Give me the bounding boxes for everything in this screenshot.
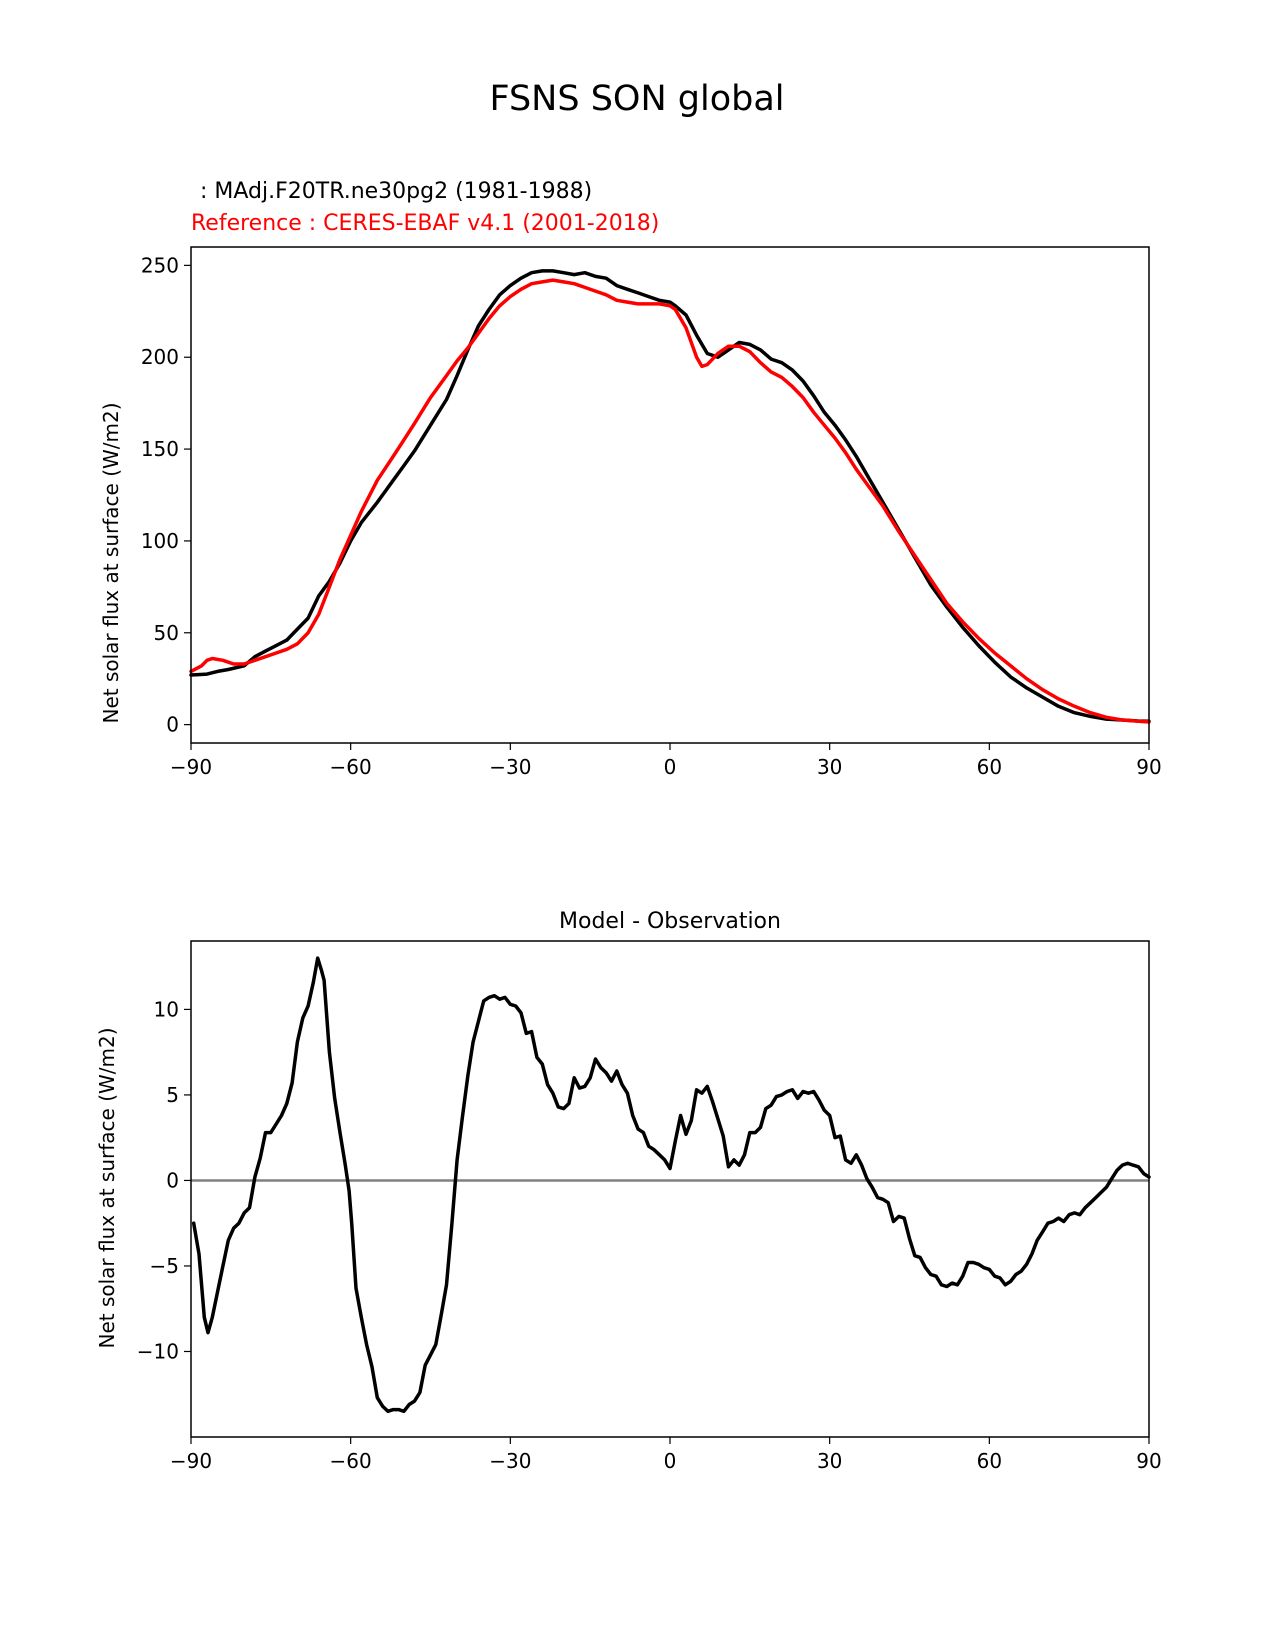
top-y-tick-label: 150 <box>141 437 179 461</box>
bottom-ticks-group: −90 −60 −30 0 30 60 90 −10 −5 0 5 10 <box>137 997 1162 1473</box>
bottom-y-tick-label: −10 <box>137 1339 179 1363</box>
top-y-axis-label: Net solar flux at surface (W/m2) <box>99 402 123 723</box>
top-series-line-0 <box>189 269 1151 724</box>
bottom-panel: Model - Observation Net solar flux at su… <box>95 909 1162 1473</box>
bottom-x-tick-label: −60 <box>330 1449 372 1473</box>
bottom-x-tick-label: −90 <box>170 1449 212 1473</box>
top-y-tick-label: 50 <box>154 621 179 645</box>
figure-title: FSNS SON global <box>489 79 784 119</box>
bottom-y-tick-label: 0 <box>166 1168 179 1192</box>
bottom-plot-frame <box>190 940 1150 1438</box>
top-x-tick-label: −90 <box>170 755 212 779</box>
reference-label: Reference : CERES-EBAF v4.1 (2001-2018) <box>191 211 659 236</box>
top-x-tick-label: −30 <box>489 755 531 779</box>
bottom-series-group <box>191 956 1151 1414</box>
top-ticks-group: −90 −60 −30 0 30 60 90 0 50 100 150 200 250 <box>141 253 1162 779</box>
bottom-x-tick-label: 30 <box>817 1449 842 1473</box>
top-x-tick-label: −60 <box>330 755 372 779</box>
top-x-tick-label: 30 <box>817 755 842 779</box>
bottom-x-tick-label: 90 <box>1136 1449 1161 1473</box>
bottom-x-tick-label: 0 <box>664 1449 677 1473</box>
bottom-series-line-0 <box>191 956 1151 1414</box>
top-x-tick-label: 90 <box>1136 755 1161 779</box>
top-series-group <box>189 269 1151 724</box>
top-x-tick-label: 60 <box>977 755 1002 779</box>
top-y-tick-label: 100 <box>141 529 179 553</box>
bottom-y-tick-label: −5 <box>150 1254 179 1278</box>
top-panel: : MAdj.F20TR.ne30pg2 (1981-1988) Referen… <box>99 179 1162 779</box>
bottom-y-axis-label: Net solar flux at surface (W/m2) <box>95 1027 119 1348</box>
bottom-x-tick-label: −30 <box>489 1449 531 1473</box>
bottom-y-tick-label: 10 <box>154 997 179 1021</box>
bottom-x-tick-label: 60 <box>977 1449 1002 1473</box>
top-y-tick-label: 0 <box>166 713 179 737</box>
test-label: : MAdj.F20TR.ne30pg2 (1981-1988) <box>193 179 592 204</box>
top-plot-frame <box>190 246 1150 744</box>
top-x-tick-label: 0 <box>664 755 677 779</box>
bottom-y-tick-label: 5 <box>166 1083 179 1107</box>
top-series-line-1 <box>189 278 1151 724</box>
bottom-panel-title: Model - Observation <box>559 909 781 934</box>
top-y-tick-label: 250 <box>141 253 179 277</box>
top-y-tick-label: 200 <box>141 345 179 369</box>
